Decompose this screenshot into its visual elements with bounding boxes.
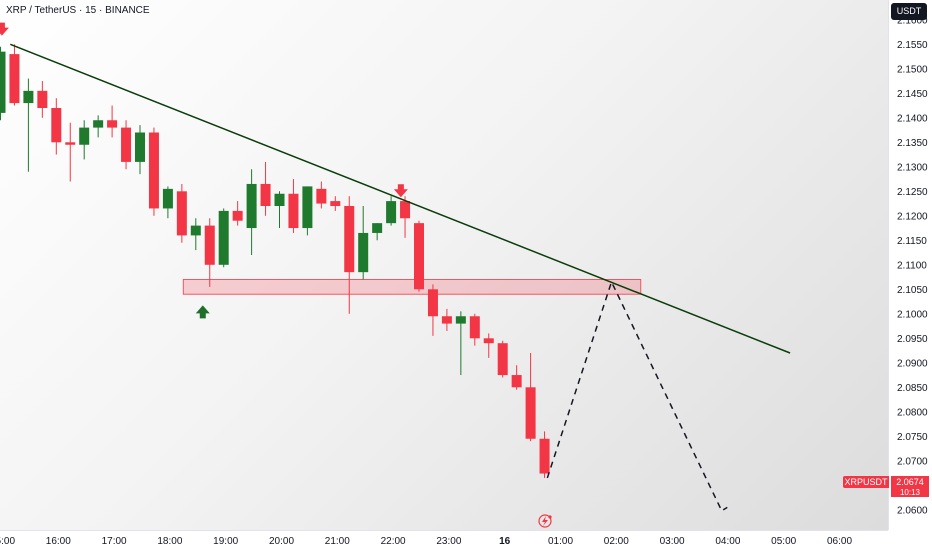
sell-arrow-icon (393, 184, 408, 198)
candle-body (274, 193, 285, 206)
price-tag-value: 2.0674 (891, 476, 929, 488)
lightning-icon (542, 516, 548, 526)
candle-body (414, 223, 424, 290)
candle-body (37, 90, 48, 108)
candle-body (162, 188, 173, 209)
x-tick-label: 06:00 (827, 536, 852, 547)
y-tick-label: 2.0950 (897, 334, 928, 345)
candle-body (246, 183, 257, 229)
y-tick-label: 2.0800 (897, 407, 928, 418)
candle-body (330, 201, 341, 206)
plot-area[interactable] (0, 0, 888, 530)
candle-body (483, 338, 494, 344)
candle-body (539, 438, 550, 474)
y-tick-label: 2.1200 (897, 211, 928, 222)
candle-body (218, 210, 229, 265)
symbol-title: XRP / TetherUS · 15 · BINANCE (6, 5, 150, 16)
y-tick-label: 2.0850 (897, 383, 928, 394)
candle-body (288, 193, 299, 229)
x-tick-label: 20:00 (269, 536, 294, 547)
x-tick-label: 03:00 (660, 536, 685, 547)
candle-body (204, 225, 215, 265)
x-tick-label: 19:00 (213, 536, 238, 547)
y-tick-label: 2.0600 (897, 505, 928, 516)
candle-body (65, 142, 76, 145)
x-tick-label: 23:00 (436, 536, 461, 547)
candles-group (0, 44, 550, 478)
candle-body (372, 223, 383, 233)
candle-body (190, 225, 201, 236)
candle-body (525, 387, 536, 439)
candle-body (107, 120, 118, 128)
y-tick-label: 2.1100 (897, 260, 927, 271)
candle-body (79, 127, 90, 145)
y-tick-label: 2.1400 (897, 113, 928, 124)
buy-arrow-icon (195, 305, 210, 319)
y-tick-label: 2.1300 (897, 162, 928, 173)
candle-body (344, 206, 355, 273)
event-dot-icon (548, 515, 552, 519)
candle-body (51, 108, 62, 143)
projected-path (546, 279, 728, 512)
x-tick-label: 21:00 (325, 536, 350, 547)
candle-body (176, 191, 187, 236)
candle-body (358, 232, 369, 273)
candle-body (386, 201, 397, 224)
descending-trendline (9, 43, 791, 354)
x-tick-label: 02:00 (604, 536, 629, 547)
last-price-tag: XRPUSDT 2.0674 10:13 (843, 476, 929, 497)
y-tick-label: 2.1250 (897, 187, 928, 198)
candle-body (148, 132, 159, 209)
y-tick-label: 2.1500 (897, 64, 928, 75)
candle-body (93, 120, 104, 128)
y-tick-label: 2.1150 (897, 236, 927, 247)
price-tag-countdown: 10:13 (891, 488, 929, 497)
candle-body (511, 375, 522, 388)
candle-body (121, 127, 132, 162)
y-tick-label: 2.1450 (897, 89, 928, 100)
candle-body (427, 289, 438, 317)
resistance-zone (182, 279, 642, 295)
x-tick-label: 04:00 (715, 536, 740, 547)
y-tick-label: 2.0700 (897, 456, 928, 467)
y-tick-label: 2.1000 (897, 309, 928, 320)
x-tick-label: 16 (499, 536, 511, 547)
y-tick-label: 2.0750 (897, 432, 928, 443)
x-tick-label: 15:00 (0, 536, 15, 547)
candle-body (441, 316, 452, 324)
y-tick-label: 2.1600 (897, 15, 928, 26)
x-tick-label: 22:00 (381, 536, 406, 547)
y-tick-label: 2.1550 (897, 40, 928, 51)
x-tick-label: 05:00 (771, 536, 796, 547)
candle-body (497, 343, 508, 376)
x-tick-label: 16:00 (46, 536, 71, 547)
candle-body (9, 54, 20, 104)
candle-body (469, 316, 480, 339)
candle-body (23, 90, 34, 104)
y-tick-label: 2.1050 (897, 285, 928, 296)
currency-badge[interactable]: USDT (891, 3, 927, 20)
candle-body (400, 201, 411, 219)
event-icon (538, 514, 552, 528)
candle-body (302, 186, 313, 229)
y-tick-label: 2.1350 (897, 138, 928, 149)
x-tick-label: 17:00 (102, 536, 127, 547)
candle-body (316, 188, 327, 204)
candle-body (260, 183, 271, 206)
candle-body (0, 51, 6, 113)
y-tick-label: 2.0900 (897, 358, 928, 369)
sell-arrow-icon (0, 22, 9, 36)
candle-body (135, 132, 145, 162)
candle-body (455, 316, 466, 324)
candle-body (232, 210, 243, 221)
x-tick-label: 18:00 (157, 536, 182, 547)
x-tick-label: 01:00 (548, 536, 573, 547)
price-tag-symbol: XRPUSDT (843, 476, 889, 488)
